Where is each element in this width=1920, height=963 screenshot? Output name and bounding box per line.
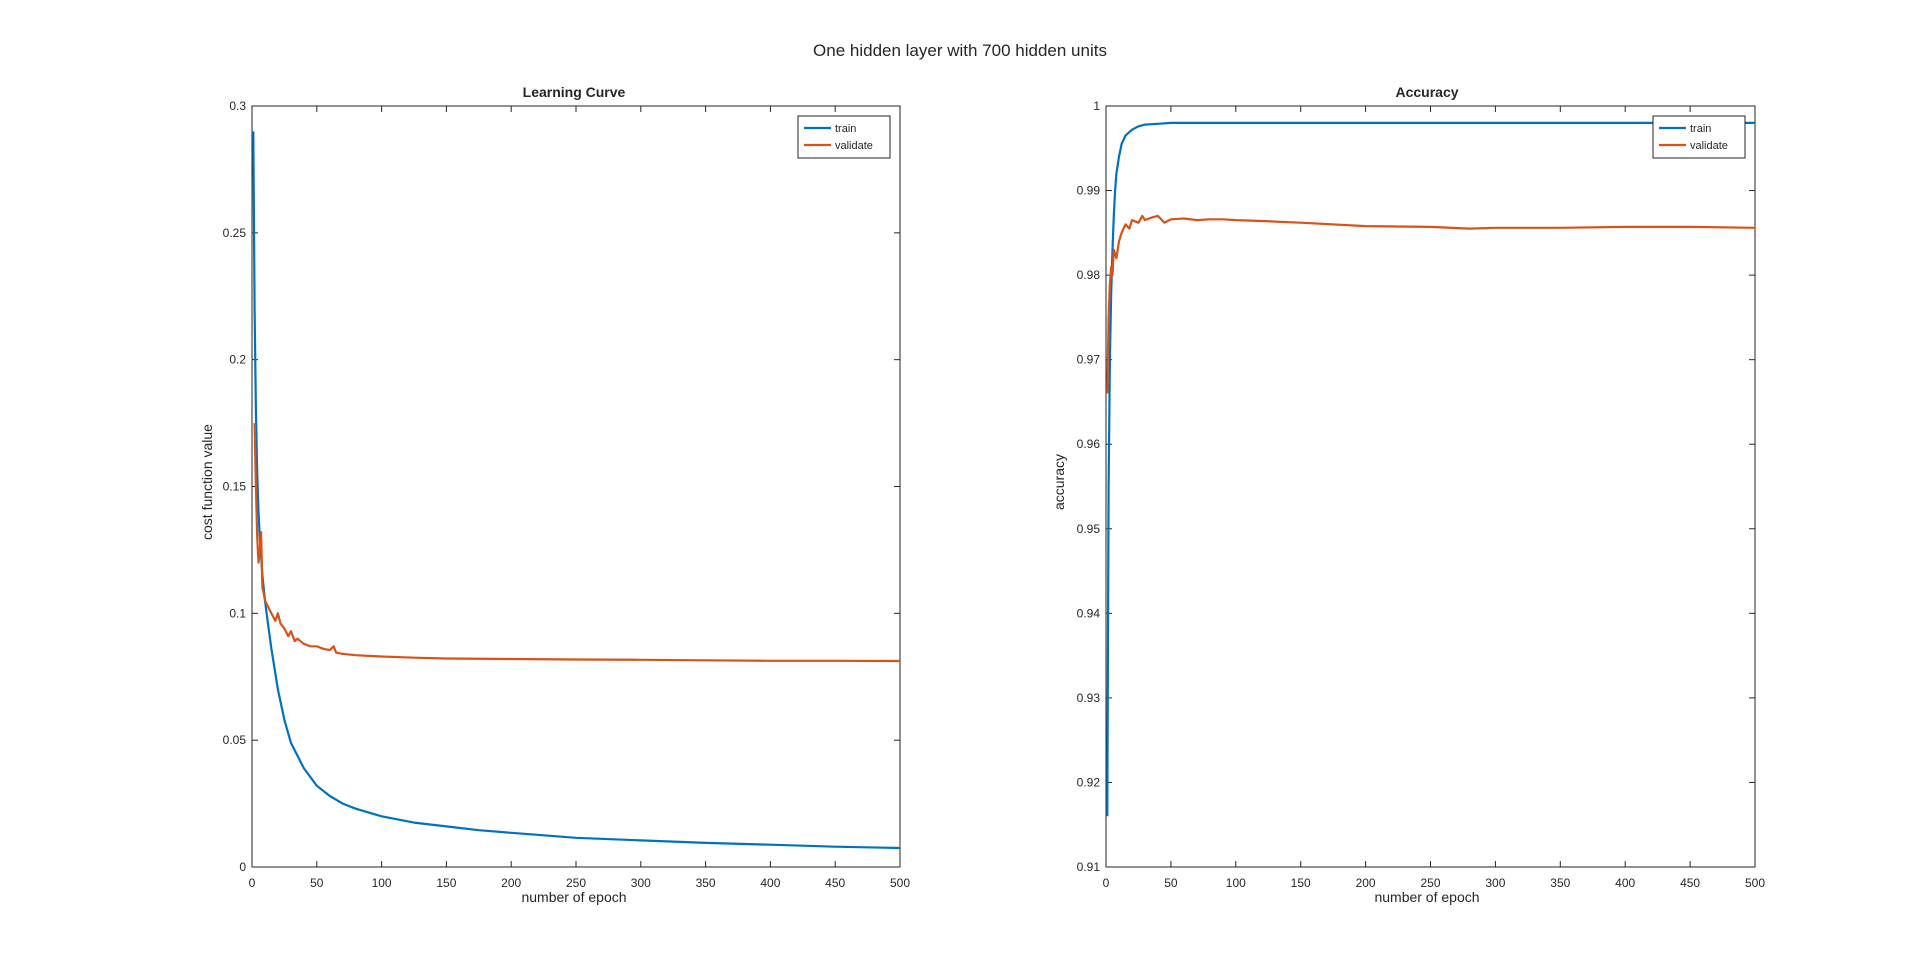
accuracy-title: Accuracy bbox=[1395, 84, 1458, 100]
learning-curve-ytick-label: 0.25 bbox=[223, 226, 247, 240]
accuracy-xtick-label: 0 bbox=[1103, 876, 1110, 890]
figure-title: One hidden layer with 700 hidden units bbox=[813, 41, 1107, 60]
accuracy-xtick-label: 300 bbox=[1485, 876, 1505, 890]
accuracy-ytick-label: 0.92 bbox=[1077, 775, 1101, 789]
learning-curve-xtick-label: 200 bbox=[501, 876, 521, 890]
accuracy-xtick-label: 200 bbox=[1356, 876, 1376, 890]
learning-curve-xtick-label: 350 bbox=[696, 876, 716, 890]
learning-curve-legend: train validate bbox=[797, 115, 891, 159]
learning-curve-xtick-label: 450 bbox=[825, 876, 845, 890]
accuracy-ytick-label: 0.94 bbox=[1077, 606, 1101, 620]
accuracy-legend: train validate bbox=[1652, 115, 1746, 159]
accuracy-xtick-label: 50 bbox=[1164, 876, 1178, 890]
learning-curve-ylabel: cost function value bbox=[199, 424, 215, 540]
accuracy-ylabel: accuracy bbox=[1051, 454, 1067, 510]
learning-curve-ytick-label: 0.3 bbox=[229, 99, 246, 113]
accuracy-ytick-label: 0.99 bbox=[1077, 184, 1101, 198]
accuracy-legend-box bbox=[1652, 115, 1746, 159]
learning-curve-xtick-label: 50 bbox=[310, 876, 324, 890]
accuracy-xtick-label: 350 bbox=[1550, 876, 1570, 890]
learning-curve-legend-label-train: train bbox=[835, 123, 856, 135]
accuracy-panel: Accuracy number of epoch accuracy 0 50 100… bbox=[1051, 84, 1765, 905]
accuracy-xtick-label: 100 bbox=[1226, 876, 1246, 890]
learning-curve-xtick-label: 400 bbox=[760, 876, 780, 890]
accuracy-legend-label-validate: validate bbox=[1690, 140, 1728, 152]
accuracy-xtick-label: 450 bbox=[1680, 876, 1700, 890]
learning-curve-xtick-label: 300 bbox=[631, 876, 651, 890]
learning-curve-ytick-label: 0.1 bbox=[229, 606, 246, 620]
learning-curve-xtick-label: 500 bbox=[890, 876, 910, 890]
learning-curve-legend-box bbox=[797, 115, 891, 159]
accuracy-series-train bbox=[1106, 121, 1755, 817]
accuracy-ytick-label: 0.91 bbox=[1077, 860, 1101, 874]
learning-curve-legend-label-validate: validate bbox=[835, 140, 873, 152]
accuracy-ytick-label: 1 bbox=[1093, 99, 1100, 113]
learning-curve-axes-box bbox=[251, 105, 901, 868]
accuracy-ytick-label: 0.98 bbox=[1077, 268, 1101, 282]
accuracy-ytick-label: 0.97 bbox=[1077, 353, 1101, 367]
learning-curve-xtick-label: 100 bbox=[372, 876, 392, 890]
accuracy-axes-box bbox=[1105, 105, 1756, 868]
accuracy-series-validate bbox=[1106, 214, 1756, 394]
learning-curve-title: Learning Curve bbox=[523, 84, 626, 100]
accuracy-xtick-label: 250 bbox=[1420, 876, 1440, 890]
learning-curve-series-validate bbox=[253, 423, 901, 663]
learning-curve-ytick-label: 0.05 bbox=[223, 733, 247, 747]
accuracy-xtick-label: 400 bbox=[1615, 876, 1635, 890]
learning-curve-xtick-label: 250 bbox=[566, 876, 586, 890]
learning-curve-xtick-label: 150 bbox=[436, 876, 456, 890]
learning-curve-panel: Learning Curve number of epoch cost func… bbox=[199, 84, 910, 905]
learning-curve-xtick-label: 0 bbox=[249, 876, 256, 890]
learning-curve-xlabel: number of epoch bbox=[521, 889, 626, 905]
learning-curve-ytick-label: 0.2 bbox=[229, 353, 246, 367]
accuracy-xtick-label: 500 bbox=[1745, 876, 1765, 890]
accuracy-legend-label-train: train bbox=[1690, 123, 1711, 135]
learning-curve-ytick-label: 0.15 bbox=[223, 480, 247, 494]
accuracy-xtick-label: 150 bbox=[1291, 876, 1311, 890]
accuracy-ytick-label: 0.93 bbox=[1077, 691, 1101, 705]
learning-curve-series-train bbox=[252, 131, 901, 850]
learning-curve-ytick-label: 0 bbox=[239, 860, 246, 874]
accuracy-xlabel: number of epoch bbox=[1374, 889, 1479, 905]
accuracy-ytick-label: 0.96 bbox=[1077, 437, 1101, 451]
accuracy-ytick-label: 0.95 bbox=[1077, 522, 1101, 536]
